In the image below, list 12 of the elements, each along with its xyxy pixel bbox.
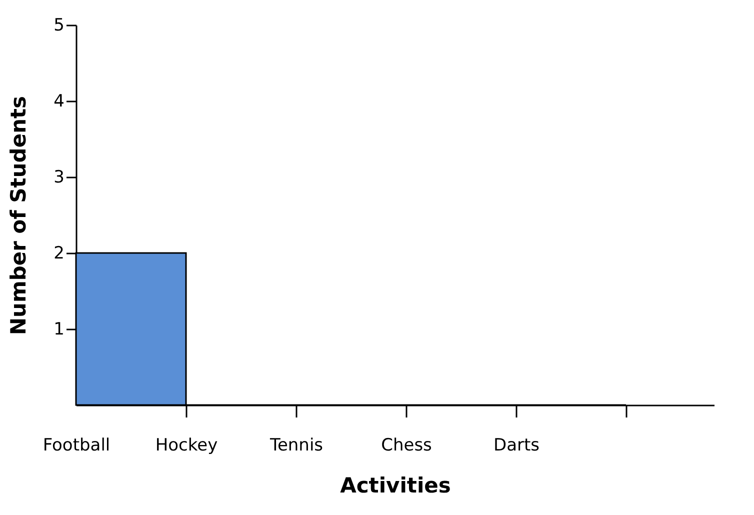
x-tick-label: Darts xyxy=(493,436,540,456)
y-axis-title: Number of Students xyxy=(6,96,31,336)
x-tick-label: Hockey xyxy=(155,436,218,456)
y-tick-label: 1 xyxy=(54,320,64,340)
y-tick-label: 3 xyxy=(54,168,64,188)
x-axis-title: Activities xyxy=(340,474,451,498)
y-tick-label: 2 xyxy=(54,244,64,264)
x-tick-label: Chess xyxy=(381,436,432,456)
y-tick-label: 5 xyxy=(54,16,64,36)
x-tick-label: Tennis xyxy=(268,436,324,456)
x-tick-label: Football xyxy=(42,436,110,456)
y-tick-label: 4 xyxy=(54,92,64,112)
